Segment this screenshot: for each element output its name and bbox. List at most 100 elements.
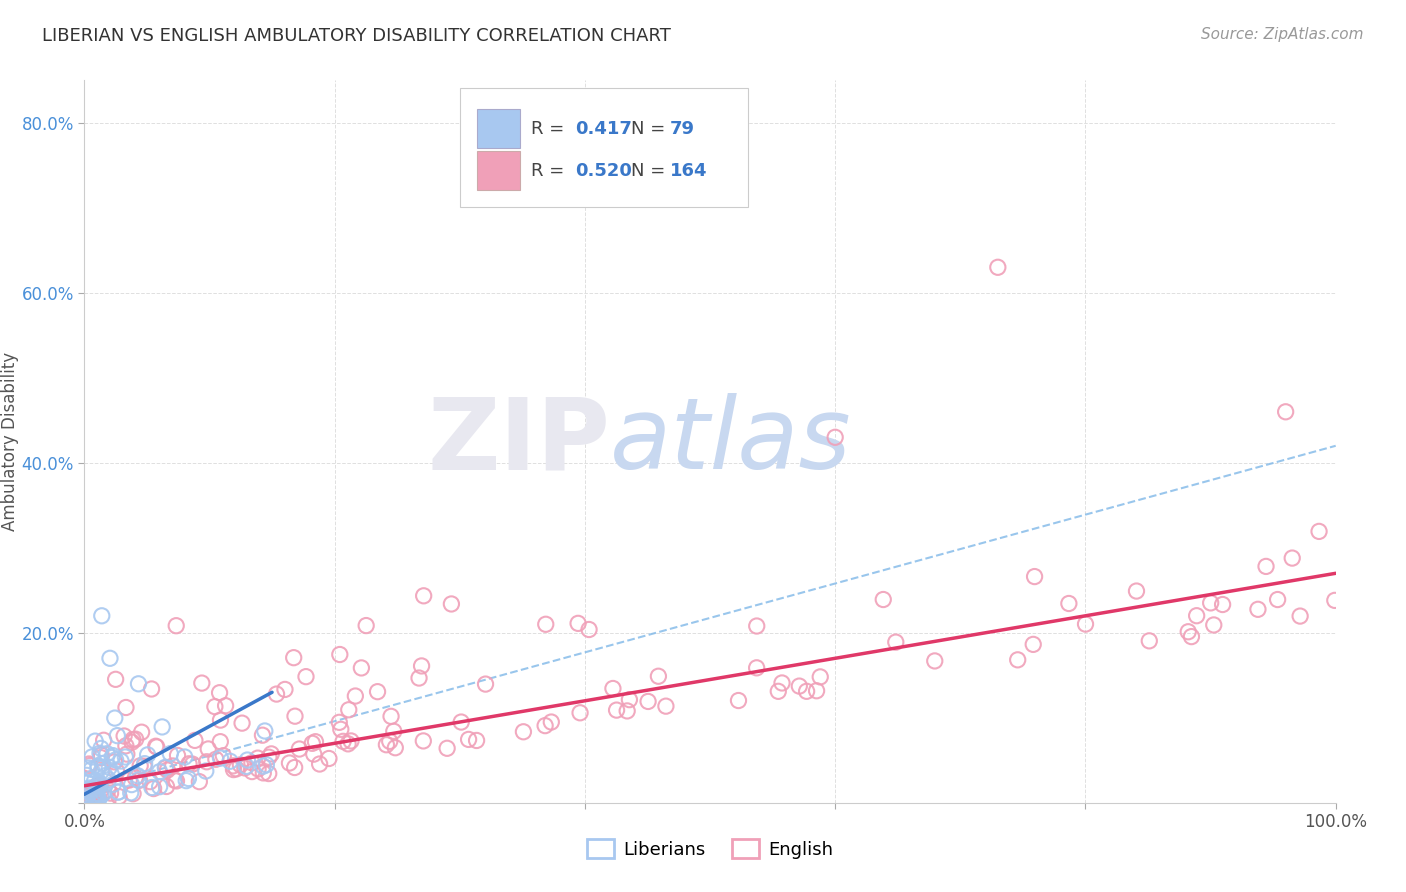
Point bbox=[83, 792, 105, 806]
Point bbox=[382, 724, 405, 739]
Point bbox=[257, 766, 280, 780]
Point bbox=[768, 684, 790, 698]
Point bbox=[236, 753, 259, 767]
Point bbox=[235, 759, 257, 773]
Point bbox=[89, 780, 111, 794]
Point bbox=[872, 592, 894, 607]
Point bbox=[745, 661, 768, 675]
Point bbox=[86, 792, 108, 806]
Point bbox=[578, 623, 600, 637]
Point bbox=[114, 750, 136, 764]
Point bbox=[86, 781, 108, 796]
Point bbox=[77, 761, 100, 775]
Point bbox=[155, 760, 177, 774]
Point bbox=[231, 716, 253, 731]
Point bbox=[253, 723, 276, 738]
Point bbox=[115, 747, 138, 761]
Point bbox=[212, 748, 235, 763]
Point bbox=[73, 792, 96, 806]
Point bbox=[107, 785, 129, 799]
Point bbox=[188, 774, 211, 789]
Point bbox=[124, 771, 146, 785]
Point bbox=[457, 732, 479, 747]
Point bbox=[145, 739, 167, 754]
Point bbox=[76, 768, 98, 782]
FancyBboxPatch shape bbox=[477, 109, 520, 148]
Point bbox=[75, 788, 97, 802]
Point bbox=[80, 763, 103, 777]
Point bbox=[77, 756, 100, 771]
FancyBboxPatch shape bbox=[477, 151, 520, 190]
Point bbox=[89, 777, 111, 791]
Point bbox=[209, 713, 232, 727]
Point bbox=[329, 648, 352, 662]
Point bbox=[219, 754, 242, 768]
Point bbox=[787, 679, 810, 693]
Point bbox=[380, 709, 402, 723]
Point bbox=[79, 758, 101, 772]
Point bbox=[141, 780, 163, 795]
Point bbox=[214, 698, 236, 713]
Point bbox=[1185, 608, 1208, 623]
Point bbox=[86, 789, 108, 804]
Point bbox=[1125, 584, 1147, 599]
Point bbox=[288, 742, 311, 756]
Point bbox=[84, 734, 107, 748]
Point bbox=[540, 714, 562, 729]
Point bbox=[87, 759, 110, 773]
Point bbox=[197, 742, 219, 756]
Point bbox=[80, 750, 103, 764]
Point bbox=[302, 747, 325, 761]
Point bbox=[240, 764, 263, 779]
Point bbox=[246, 751, 269, 765]
Point bbox=[98, 651, 121, 665]
Point bbox=[105, 764, 128, 779]
Point bbox=[222, 763, 245, 777]
Point bbox=[770, 676, 793, 690]
Point bbox=[174, 773, 197, 788]
Point bbox=[90, 748, 112, 763]
Point bbox=[104, 711, 127, 725]
Point bbox=[1254, 559, 1277, 574]
Point bbox=[93, 786, 115, 800]
Point bbox=[278, 756, 301, 770]
Point bbox=[1267, 592, 1289, 607]
Point bbox=[142, 781, 165, 796]
Point bbox=[73, 783, 96, 797]
Point bbox=[436, 741, 458, 756]
Point bbox=[1308, 524, 1330, 539]
Point bbox=[924, 654, 946, 668]
Text: 164: 164 bbox=[671, 161, 707, 179]
Point bbox=[104, 673, 127, 687]
Point bbox=[328, 715, 350, 730]
Point bbox=[75, 795, 97, 809]
Point bbox=[222, 759, 245, 773]
FancyBboxPatch shape bbox=[460, 87, 748, 207]
Point bbox=[384, 740, 406, 755]
Text: 79: 79 bbox=[671, 120, 695, 137]
Point bbox=[90, 764, 112, 779]
Text: atlas: atlas bbox=[610, 393, 852, 490]
Point bbox=[87, 779, 110, 793]
Point bbox=[1274, 405, 1296, 419]
Point bbox=[534, 718, 557, 732]
Point bbox=[344, 689, 367, 703]
Point bbox=[120, 786, 142, 800]
Point bbox=[534, 617, 557, 632]
Point bbox=[177, 756, 200, 771]
Point bbox=[808, 670, 831, 684]
Point bbox=[89, 785, 111, 799]
Point bbox=[83, 789, 105, 803]
Point bbox=[165, 618, 187, 632]
Point bbox=[225, 762, 247, 776]
Text: LIBERIAN VS ENGLISH AMBULATORY DISABILITY CORRELATION CHART: LIBERIAN VS ENGLISH AMBULATORY DISABILIT… bbox=[42, 27, 671, 45]
Point bbox=[284, 709, 307, 723]
Point bbox=[308, 757, 330, 772]
Point bbox=[1007, 653, 1029, 667]
Point bbox=[1199, 596, 1222, 610]
Point bbox=[118, 772, 141, 787]
Point bbox=[474, 677, 496, 691]
Point bbox=[91, 756, 114, 771]
Point bbox=[122, 787, 145, 801]
Point bbox=[637, 694, 659, 708]
